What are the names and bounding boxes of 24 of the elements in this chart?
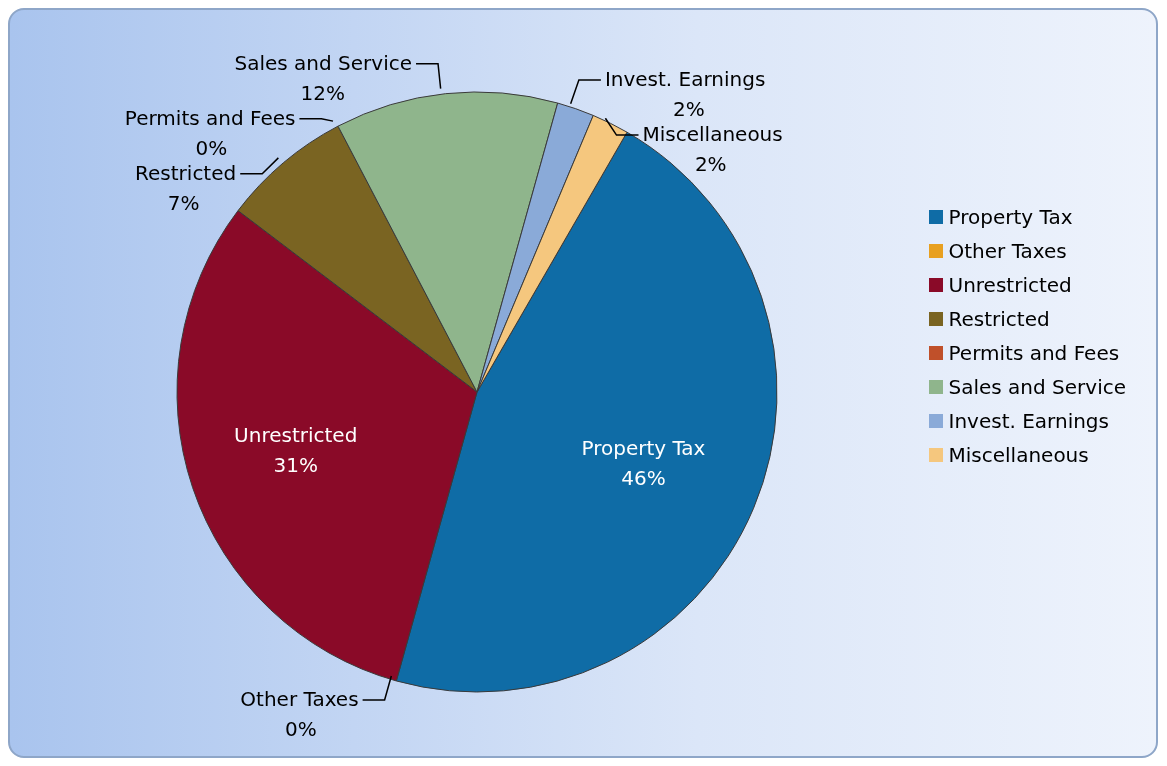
legend-label: Restricted <box>948 306 1050 333</box>
slice-label: Sales and Service <box>234 50 413 75</box>
category-label: Other Taxes <box>240 687 359 712</box>
data-label: 46% <box>621 466 666 491</box>
slice-label: Invest. Earnings <box>604 67 766 92</box>
legend-label: Invest. Earnings <box>948 408 1109 435</box>
data-label: 2% <box>673 97 705 122</box>
data-label: 12% <box>300 80 345 105</box>
category-label: Permits and Fees <box>124 105 296 130</box>
slice-label: Property Tax <box>581 436 706 461</box>
slice-label: Unrestricted <box>234 423 358 448</box>
slice-label: Restricted <box>135 160 237 185</box>
legend-label: Miscellaneous <box>948 442 1089 469</box>
legend-label: Sales and Service <box>948 374 1126 401</box>
legend-label: Other Taxes <box>948 238 1067 265</box>
text: 0% <box>195 135 228 160</box>
data-label: 2% <box>694 152 727 177</box>
legend-label: Permits and Fees <box>948 340 1120 367</box>
legend-label: Unrestricted <box>948 272 1072 299</box>
text: 0% <box>284 717 317 742</box>
slice-label: Property Tax <box>948 204 1073 231</box>
data-label: 7% <box>167 190 200 215</box>
data-label: 31% <box>273 453 318 478</box>
slice-label: Miscellaneous <box>642 122 783 147</box>
